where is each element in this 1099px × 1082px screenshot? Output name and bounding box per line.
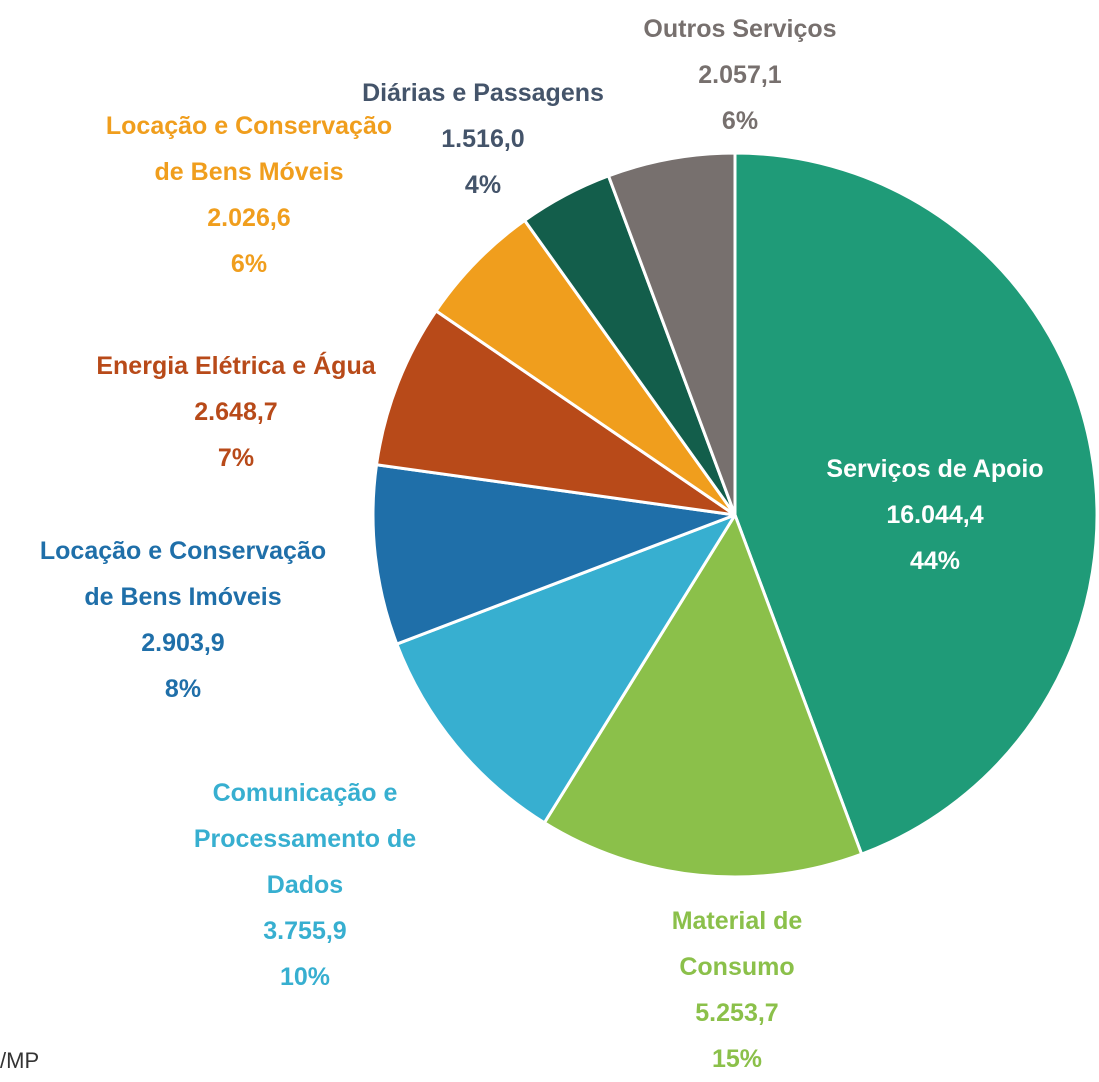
- slice-label: Locação e Conservação de Bens Imóveis 2.9…: [38, 528, 328, 712]
- value-label: 5.253,7: [695, 999, 779, 1027]
- value-label: 2.903,9: [141, 629, 225, 657]
- slice-label: Comunicação e Processamento de Dados 3.75…: [175, 770, 435, 1000]
- value-label: 1.516,0: [441, 125, 525, 153]
- category-label: Serviços de Apoio: [826, 455, 1044, 483]
- footnote: /MP: [0, 1048, 40, 1073]
- value-label: 3.755,9: [263, 917, 347, 945]
- percent-label: 7%: [217, 444, 255, 472]
- pie-slice: [606, 151, 737, 517]
- slice-label: Locação e Conservação de Bens Móveis 2.02…: [104, 103, 394, 287]
- percent-label: 8%: [164, 675, 202, 703]
- value-label: 2.648,7: [194, 398, 278, 426]
- pie-slice: [371, 463, 737, 646]
- value-label: 16.044,4: [886, 501, 984, 529]
- category-label: Energia Elétrica e Água: [96, 352, 376, 380]
- percent-label: 15%: [711, 1045, 763, 1073]
- value-label: 2.057,1: [698, 61, 782, 89]
- value-label: 2.026,6: [207, 204, 291, 232]
- slice-label: Diárias e Passagens 1.516,0 4%: [273, 70, 693, 208]
- pie-slice: [542, 513, 864, 879]
- category-label: Outros Serviços: [643, 15, 837, 43]
- percent-label: 44%: [909, 547, 961, 575]
- percent-label: 10%: [279, 963, 331, 991]
- slice-label: Serviços de Apoio 16.044,4 44%: [775, 446, 1095, 584]
- category-label: Comunicação e Processamento de Dados: [193, 779, 417, 899]
- pie-slice: [375, 309, 737, 517]
- percent-label: 6%: [230, 250, 268, 278]
- slice-label: Material de Consumo 5.253,7 15%: [637, 898, 837, 1082]
- slice-label: Energia Elétrica e Água 2.648,7 7%: [96, 343, 376, 481]
- percent-label: 6%: [721, 107, 759, 135]
- slice-label: Outros Serviços 2.057,1 6%: [580, 6, 900, 144]
- category-label: Diárias e Passagens: [362, 79, 604, 107]
- category-label: Material de Consumo: [671, 907, 803, 981]
- pie-slice: [395, 513, 737, 825]
- pie-slice: [434, 218, 737, 517]
- category-label: Locação e Conservação de Bens Imóveis: [39, 537, 327, 611]
- category-label: Locação e Conservação de Bens Móveis: [105, 112, 393, 186]
- pie-slice: [733, 151, 1099, 856]
- percent-label: 4%: [464, 171, 502, 199]
